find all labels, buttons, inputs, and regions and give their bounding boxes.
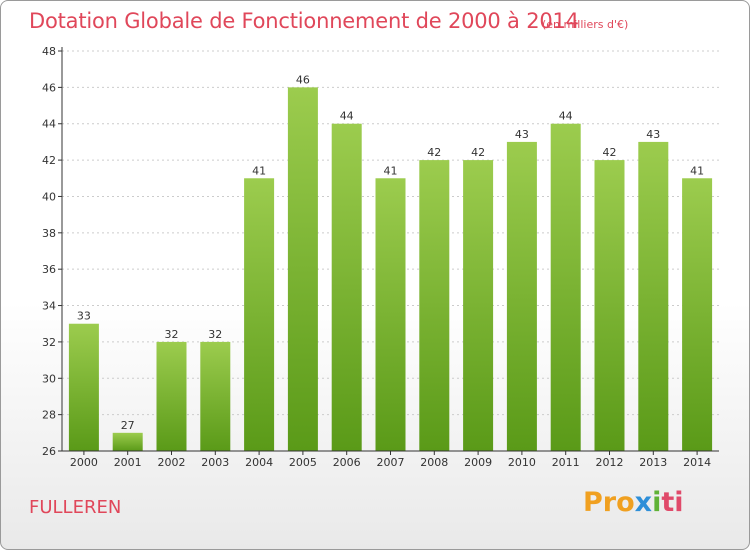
y-tick-label: 40 (42, 190, 56, 203)
bar (638, 141, 669, 451)
bar-value-label: 32 (165, 328, 179, 341)
x-tick-label: 2006 (333, 456, 361, 469)
bar-value-label: 46 (296, 73, 310, 86)
bar (682, 178, 713, 452)
bar-value-label: 42 (603, 146, 617, 159)
bar-value-label: 43 (646, 128, 660, 141)
x-tick-label: 2003 (201, 456, 229, 469)
bar-value-label: 41 (384, 164, 398, 177)
bar-value-label: 33 (77, 310, 91, 323)
y-tick-label: 32 (42, 336, 56, 349)
chart-subtitle: (en milliers d'€) (542, 18, 629, 31)
proxiti-logo[interactable]: Proxiti (583, 487, 684, 518)
commune-name: FULLEREN (29, 497, 122, 518)
bar (156, 341, 187, 451)
logo-part: ti (661, 487, 684, 518)
logo-part: x (634, 487, 653, 518)
axes: 26 28 30 32 34 36 38 40 42 44 46 48 2000 2001 2002 2003… (42, 45, 719, 469)
x-tick-label: 2002 (158, 456, 186, 469)
x-tick-label: 2004 (245, 456, 273, 469)
bar (550, 123, 581, 452)
chart-title: Dotation Globale de Fonctionnement de 20… (29, 9, 579, 33)
bar (594, 160, 625, 451)
y-tick-label: 44 (42, 118, 56, 131)
bar (68, 323, 99, 451)
bar-value-label: 41 (252, 164, 266, 177)
bar-value-label: 44 (340, 110, 354, 123)
bar (200, 341, 231, 451)
bar (287, 87, 318, 451)
bar (463, 160, 494, 451)
bar-value-label: 42 (427, 146, 441, 159)
y-tick-label: 26 (42, 445, 56, 458)
x-tick-label: 2001 (114, 456, 142, 469)
y-tick-label: 38 (42, 227, 56, 240)
x-tick-label: 2008 (420, 456, 448, 469)
y-tick-label: 30 (42, 372, 56, 385)
y-tick-label: 48 (42, 45, 56, 58)
x-tick-label: 2011 (552, 456, 580, 469)
logo-part: Pro (583, 487, 635, 518)
y-tick-label: 46 (42, 81, 56, 94)
x-tick-label: 2014 (683, 456, 711, 469)
x-tick-label: 2013 (639, 456, 667, 469)
bar-value-label: 32 (208, 328, 222, 341)
bar-value-label: 43 (515, 128, 529, 141)
y-tick-label: 36 (42, 263, 56, 276)
x-tick-label: 2007 (377, 456, 405, 469)
bar (244, 178, 275, 452)
bar (112, 432, 143, 451)
bar (375, 178, 406, 452)
bar (331, 123, 362, 452)
bar (419, 160, 450, 451)
bar-value-label: 44 (559, 110, 573, 123)
bar (506, 141, 537, 451)
y-tick-label: 28 (42, 409, 56, 422)
y-tick-label: 34 (42, 300, 56, 313)
bar-value-label: 41 (690, 164, 704, 177)
y-tick-label: 42 (42, 154, 56, 167)
x-tick-label: 2012 (596, 456, 624, 469)
logo-part: i (652, 487, 662, 518)
x-tick-label: 2009 (464, 456, 492, 469)
bar-value-label: 27 (121, 419, 135, 432)
bars: 33 27 32 32 41 46 44 41 42 42 43 44 42 43 41 (68, 73, 713, 452)
x-tick-label: 2010 (508, 456, 536, 469)
x-tick-label: 2005 (289, 456, 317, 469)
x-tick-label: 2000 (70, 456, 98, 469)
bar-value-label: 42 (471, 146, 485, 159)
